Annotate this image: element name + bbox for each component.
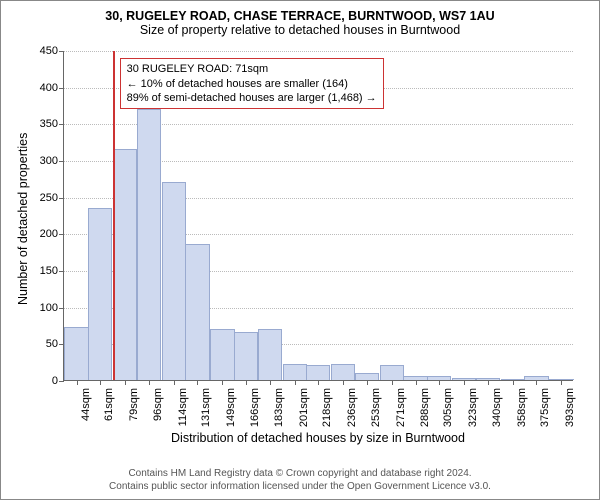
y-tick-label: 350	[40, 118, 64, 130]
x-tick-label: 340sqm	[491, 388, 503, 427]
x-tick-label: 79sqm	[128, 388, 140, 421]
x-tick-label: 393sqm	[564, 388, 576, 427]
x-tick-label: 253sqm	[370, 388, 382, 427]
histogram-bar	[210, 329, 234, 380]
footer-line-2: Contains public sector information licen…	[1, 480, 599, 493]
x-tick-label: 131sqm	[200, 388, 212, 427]
histogram-bar	[162, 182, 186, 380]
x-tick-label: 358sqm	[516, 388, 528, 427]
x-tick-label: 271sqm	[395, 388, 407, 427]
y-tick-label: 250	[40, 192, 64, 204]
x-tick-label: 183sqm	[273, 388, 285, 427]
reference-line	[113, 51, 115, 380]
y-tick-label: 0	[52, 375, 64, 387]
histogram-bar	[283, 364, 307, 380]
histogram-bar	[113, 149, 137, 380]
y-tick-label: 100	[40, 302, 64, 314]
y-tick-label: 200	[40, 228, 64, 240]
chart-title-sub: Size of property relative to detached ho…	[1, 23, 599, 41]
gridline	[64, 51, 573, 52]
x-tick-label: 305sqm	[442, 388, 454, 427]
x-tick-label: 375sqm	[539, 388, 551, 427]
chart-footer: Contains HM Land Registry data © Crown c…	[1, 467, 599, 493]
y-tick-label: 150	[40, 265, 64, 277]
y-axis-label: Number of detached properties	[16, 125, 30, 305]
y-tick-label: 300	[40, 155, 64, 167]
annotation-box: 30 RUGELEY ROAD: 71sqm← 10% of detached …	[120, 58, 384, 109]
y-tick-label: 50	[46, 338, 64, 350]
annotation-line: ← 10% of detached houses are smaller (16…	[127, 77, 377, 91]
histogram-bar	[380, 365, 404, 380]
x-tick-label: 166sqm	[249, 388, 261, 427]
histogram-bar	[185, 244, 209, 380]
histogram-bar	[64, 327, 88, 380]
x-tick-label: 323sqm	[467, 388, 479, 427]
chart-container: 30, RUGELEY ROAD, CHASE TERRACE, BURNTWO…	[0, 0, 600, 500]
histogram-bar	[355, 373, 379, 380]
x-tick-label: 61sqm	[103, 388, 115, 421]
y-tick-label: 400	[40, 82, 64, 94]
x-tick-label: 114sqm	[177, 388, 189, 426]
x-tick-label: 236sqm	[346, 388, 358, 427]
x-tick-label: 288sqm	[419, 388, 431, 427]
histogram-bar	[88, 208, 112, 380]
footer-line-1: Contains HM Land Registry data © Crown c…	[1, 467, 599, 480]
chart-title-main: 30, RUGELEY ROAD, CHASE TERRACE, BURNTWO…	[1, 1, 599, 23]
x-tick-label: 218sqm	[321, 388, 333, 427]
histogram-bar	[137, 109, 161, 380]
y-tick-label: 450	[40, 45, 64, 57]
x-axis-label: Distribution of detached houses by size …	[63, 431, 573, 445]
histogram-bar	[306, 365, 330, 380]
x-tick-label: 44sqm	[80, 388, 92, 421]
x-tick-label: 149sqm	[225, 388, 237, 427]
histogram-bar	[258, 329, 282, 380]
histogram-bar	[331, 364, 355, 380]
histogram-bar	[234, 332, 258, 380]
x-tick-label: 96sqm	[152, 388, 164, 421]
annotation-line: 30 RUGELEY ROAD: 71sqm	[127, 62, 377, 76]
annotation-line: 89% of semi-detached houses are larger (…	[127, 91, 377, 105]
x-tick-label: 201sqm	[298, 388, 310, 427]
plot-area: 05010015020025030035040045044sqm61sqm79s…	[63, 51, 573, 381]
